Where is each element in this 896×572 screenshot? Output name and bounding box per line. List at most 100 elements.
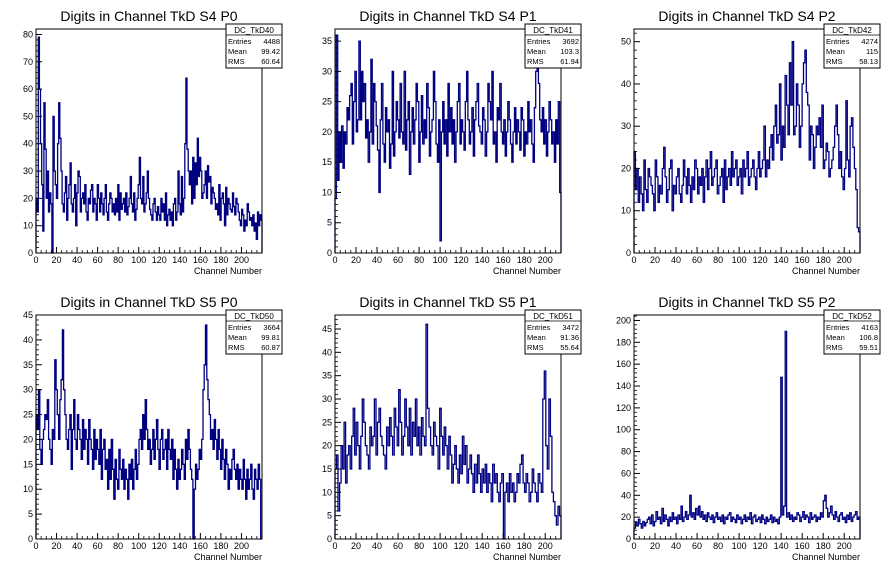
x-tick-label: 20 [52,541,62,551]
stats-box [823,23,881,69]
stats-rms-label: RMS [826,343,843,352]
histogram-pad-s5-p1: Digits in Channel TkD S5 P1 0 20 40 60 80 100 1… [299,286,597,572]
chart-title: Digits in Channel TkD S5 P0 [60,294,237,310]
x-axis-label: Channel Number [194,552,262,562]
x-tick-label: 180 [816,541,831,551]
histogram-svg: Digits in Channel TkD S5 P2 0 20 40 60 80 100 1… [616,294,881,562]
x-tick-label: 200 [234,541,249,551]
stats-mean-value: 91.36 [560,333,579,342]
y-tick-label: 5 [28,509,33,519]
histogram-svg: Digits in Channel TkD S4 P20 20 40 60 80 100 1… [621,8,881,276]
x-tick-label: 200 [538,255,553,265]
x-tick-label: 40 [372,541,382,551]
stats-rms-label: RMS [228,343,245,352]
stats-entries-value: 4163 [861,323,878,332]
stats-mean-label: Mean [826,333,845,342]
stats-rms-value: 61.94 [560,57,579,66]
y-tick-label: 0 [28,248,33,258]
histogram-series-line [35,36,263,254]
stats-name: DC_TkD51 [533,312,573,321]
x-tick-label: 60 [393,255,403,265]
stats-entries-label: Entries [527,323,551,332]
chart-title: Digits in Channel TkD S4 P1 [359,8,536,24]
x-tick-label: 100 [131,541,146,551]
y-tick-label: 30 [621,121,631,131]
x-axis-label: Channel Number [194,266,262,276]
y-tick-label: 0 [28,534,33,544]
stats-box [225,309,283,355]
y-tick-label: 20 [23,193,33,203]
histogram-svg: Digits in Channel TkD S5 P10 20 40 60 80 100 1… [322,294,582,562]
histogram-svg: Digits in Channel TkD S5 P00 20 40 60 80 100 1… [23,294,283,562]
x-tick-label: 0 [33,255,38,265]
y-tick-label: 15 [322,157,332,167]
y-tick-label: 45 [23,310,33,320]
x-tick-label: 80 [414,255,424,265]
x-tick-label: 120 [454,255,469,265]
stats-box [823,309,881,355]
stats-mean-label: Mean [228,333,247,342]
y-tick-label: 30 [23,166,33,176]
histogram-series-line [633,330,861,539]
histogram-pad-s4-p2: Digits in Channel TkD S4 P2 0 20 40 60 80 100 1… [598,0,896,286]
x-tick-label: 140 [475,255,490,265]
y-tick-label: 25 [322,417,332,427]
x-tick-label: 80 [414,541,424,551]
x-tick-label: 140 [774,541,789,551]
y-tick-label: 20 [322,127,332,137]
x-tick-label: 160 [795,541,810,551]
y-tick-label: 10 [322,487,332,497]
y-tick-label: 10 [23,221,33,231]
x-tick-label: 80 [713,541,723,551]
histogram-series-line [633,41,861,253]
x-tick-label: 180 [816,255,831,265]
x-tick-label: 20 [351,255,361,265]
x-tick-label: 100 [433,541,448,551]
x-tick-label: 200 [837,541,852,551]
stats-name: DC_TkD41 [533,26,573,35]
x-tick-label: 160 [193,255,208,265]
stats-rms-value: 58.13 [859,57,878,66]
y-tick-label: 15 [23,459,33,469]
x-tick-label: 180 [517,541,532,551]
x-tick-label: 120 [753,541,768,551]
histogram-pad-s5-p2: Digits in Channel TkD S5 P2 0 20 40 60 80 100 1… [598,286,896,572]
y-tick-label: 35 [322,371,332,381]
y-tick-label: 10 [621,206,631,216]
x-tick-label: 140 [172,255,187,265]
stats-name: DC_TkD50 [234,312,274,321]
y-tick-label: 20 [621,512,631,522]
x-tick-label: 40 [72,255,82,265]
stats-name: DC_TkD40 [234,26,274,35]
stats-mean-label: Mean [228,47,247,56]
y-tick-label: 35 [23,360,33,370]
x-tick-label: 140 [475,541,490,551]
chart-title: Digits in Channel TkD S4 P0 [60,8,237,24]
y-tick-label: 40 [23,335,33,345]
y-tick-label: 0 [327,534,332,544]
y-tick-label: 80 [621,447,631,457]
y-tick-label: 160 [616,359,631,369]
y-tick-label: 0 [626,534,631,544]
y-tick-label: 40 [621,79,631,89]
x-axis-label: Channel Number [493,552,561,562]
x-axis-label: Channel Number [792,266,860,276]
x-tick-label: 200 [234,255,249,265]
stats-rms-value: 60.64 [261,57,280,66]
y-tick-label: 50 [621,37,631,47]
x-tick-label: 20 [650,541,660,551]
y-tick-label: 30 [322,394,332,404]
stats-entries-label: Entries [826,323,850,332]
y-tick-label: 30 [23,385,33,395]
x-tick-label: 140 [172,541,187,551]
x-tick-label: 80 [713,255,723,265]
y-tick-label: 25 [23,410,33,420]
y-tick-label: 140 [616,381,631,391]
plot-frame [633,314,861,540]
x-tick-label: 80 [113,541,123,551]
y-tick-label: 40 [322,347,332,357]
plot-frame [633,28,861,254]
stats-box [524,309,582,355]
x-tick-label: 160 [496,541,511,551]
